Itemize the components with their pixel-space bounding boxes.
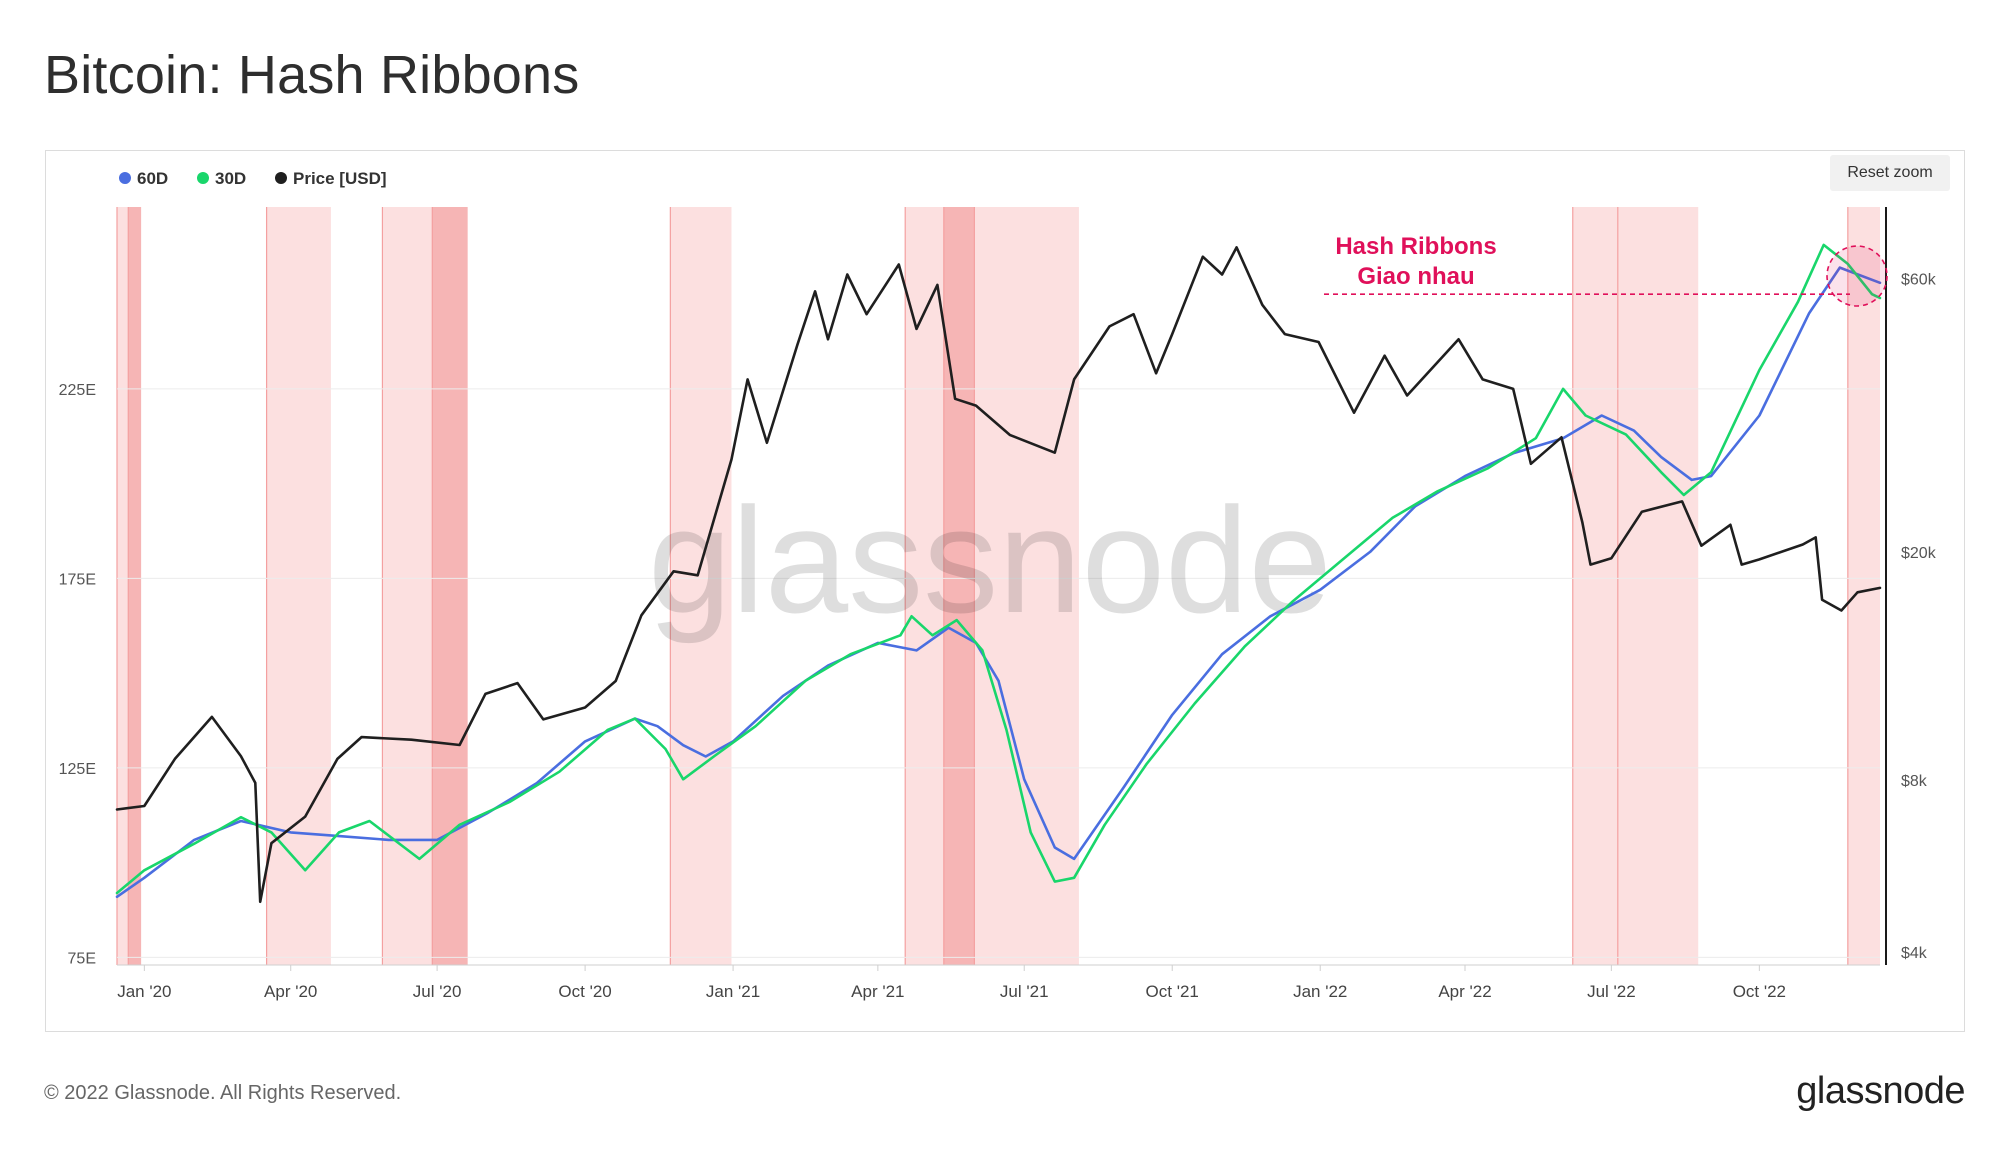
page-title: Bitcoin: Hash Ribbons [44, 45, 580, 105]
chart-frame [45, 150, 1965, 1032]
footer-copyright: © 2022 Glassnode. All Rights Reserved. [44, 1082, 402, 1104]
footer-logo: glassnode [1796, 1070, 1965, 1112]
reset-zoom-button[interactable]: Reset zoom [1830, 155, 1950, 191]
